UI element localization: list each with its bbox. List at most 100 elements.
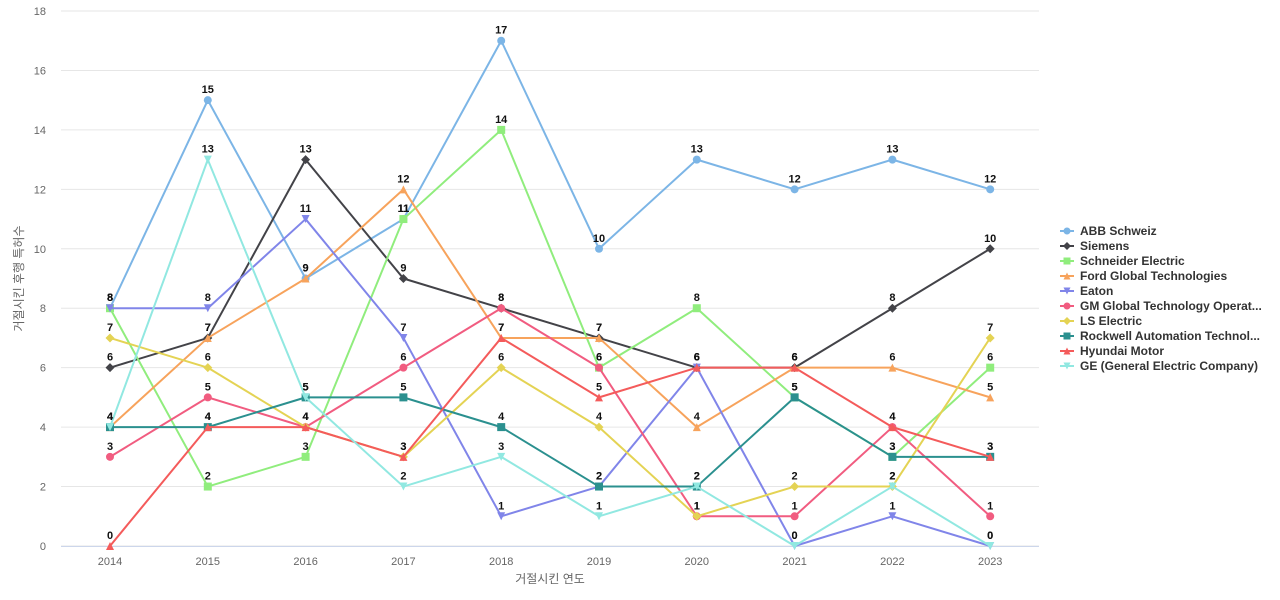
data-point[interactable] <box>692 155 701 164</box>
legend-item-hyundai-motor[interactable]: Hyundai Motor <box>1060 344 1164 358</box>
data-point[interactable] <box>203 363 213 373</box>
data-point[interactable] <box>105 363 115 373</box>
data-label: 3 <box>400 441 406 453</box>
data-point[interactable] <box>301 393 310 402</box>
data-point[interactable] <box>595 512 603 521</box>
data-point[interactable] <box>497 333 506 342</box>
data-point[interactable] <box>398 274 408 283</box>
data-point[interactable] <box>497 36 506 45</box>
data-point[interactable] <box>496 363 506 373</box>
data-point[interactable] <box>301 452 310 461</box>
data-point[interactable] <box>106 542 114 550</box>
data-point[interactable] <box>986 363 995 372</box>
data-point[interactable] <box>399 185 408 194</box>
data-point[interactable] <box>399 393 408 402</box>
data-point[interactable] <box>203 423 212 432</box>
data-point[interactable] <box>595 393 603 402</box>
data-point[interactable] <box>888 512 897 521</box>
data-point[interactable] <box>106 423 114 432</box>
data-point[interactable] <box>106 304 114 313</box>
data-point[interactable] <box>203 393 212 402</box>
data-point[interactable] <box>203 96 212 105</box>
data-point[interactable] <box>301 423 310 432</box>
data-point[interactable] <box>790 185 799 194</box>
data-point[interactable] <box>595 482 603 491</box>
data-point[interactable] <box>692 482 701 491</box>
series-line-eaton[interactable] <box>110 218 991 547</box>
legend-item-eaton[interactable]: Eaton <box>1060 284 1113 298</box>
series-line-siemens[interactable] <box>109 158 991 369</box>
data-point[interactable] <box>790 363 799 372</box>
data-point[interactable] <box>986 452 995 461</box>
series-line-hyundai-motor[interactable] <box>109 336 991 547</box>
legend-item-ford-global-technologies[interactable]: Ford Global Technologies <box>1060 269 1227 283</box>
data-point[interactable] <box>888 423 897 432</box>
legend-item-rockwell-automation-technologies[interactable]: Rockwell Automation Technol... <box>1060 329 1260 343</box>
series-hyundai-motor[interactable] <box>106 333 995 550</box>
data-point[interactable] <box>497 512 506 521</box>
data-label: 6 <box>987 352 993 364</box>
data-point[interactable] <box>399 452 408 461</box>
series-ge-general-electric-company[interactable] <box>106 155 995 550</box>
data-point[interactable] <box>985 244 995 254</box>
legend-item-schneider-electric[interactable]: Schneider Electric <box>1060 254 1185 268</box>
data-point[interactable] <box>888 452 897 461</box>
data-point[interactable] <box>790 482 800 492</box>
series-line-abb-schweiz[interactable] <box>109 39 991 309</box>
data-point[interactable] <box>399 333 408 342</box>
data-point[interactable] <box>595 363 603 372</box>
data-point[interactable] <box>203 482 212 491</box>
data-point[interactable] <box>301 274 310 283</box>
series-gm-global-technology-operations[interactable] <box>106 304 995 521</box>
data-point[interactable] <box>399 363 408 372</box>
data-point[interactable] <box>692 363 701 372</box>
data-point[interactable] <box>790 393 799 402</box>
series-line-gm-global-technology-operations[interactable] <box>109 307 991 518</box>
series-eaton[interactable] <box>106 215 995 550</box>
data-point[interactable] <box>888 363 897 372</box>
data-point[interactable] <box>399 482 408 491</box>
data-point[interactable] <box>790 542 799 550</box>
data-point[interactable] <box>888 155 897 164</box>
data-point[interactable] <box>105 333 115 343</box>
data-point[interactable] <box>595 244 603 253</box>
data-point[interactable] <box>986 512 995 521</box>
data-point[interactable] <box>301 215 310 224</box>
data-point[interactable] <box>986 185 995 194</box>
series-line-ge-general-electric-company[interactable] <box>109 158 991 547</box>
data-point[interactable] <box>595 333 603 342</box>
series-line-ls-electric[interactable] <box>109 336 992 518</box>
data-point[interactable] <box>203 304 212 313</box>
data-point[interactable] <box>985 333 995 343</box>
legend-item-gm-global-technology-operations[interactable]: GM Global Technology Operat... <box>1060 299 1262 313</box>
series-siemens[interactable] <box>105 155 995 373</box>
data-point[interactable] <box>497 304 506 313</box>
data-point[interactable] <box>203 333 212 342</box>
data-point[interactable] <box>399 215 408 224</box>
data-point[interactable] <box>887 303 897 313</box>
legend-label: Ford Global Technologies <box>1080 269 1227 283</box>
series-line-rockwell-automation-technologies[interactable] <box>110 396 991 488</box>
data-point[interactable] <box>790 512 799 521</box>
legend-marker-icon <box>1063 227 1071 235</box>
legend-item-ls-electric[interactable]: LS Electric <box>1060 314 1142 328</box>
series-abb-schweiz[interactable] <box>106 36 995 313</box>
data-point[interactable] <box>594 422 604 432</box>
data-point[interactable] <box>301 155 311 165</box>
legend-item-abb-schweiz[interactable]: ABB Schweiz <box>1060 224 1157 238</box>
data-point[interactable] <box>986 393 995 402</box>
data-point[interactable] <box>692 304 701 313</box>
data-point[interactable] <box>497 452 506 461</box>
data-point[interactable] <box>106 452 114 461</box>
legend-item-ge-general-electric-company[interactable]: GE (General Electric Company) <box>1060 359 1258 373</box>
legend-item-siemens[interactable]: Siemens <box>1060 239 1130 253</box>
data-label: 13 <box>299 144 311 156</box>
data-point[interactable] <box>986 542 995 550</box>
data-point[interactable] <box>497 423 506 432</box>
data-point[interactable] <box>692 423 701 432</box>
data-point[interactable] <box>203 155 212 164</box>
data-point[interactable] <box>692 511 702 521</box>
data-point[interactable] <box>888 482 897 491</box>
data-point[interactable] <box>497 125 506 134</box>
